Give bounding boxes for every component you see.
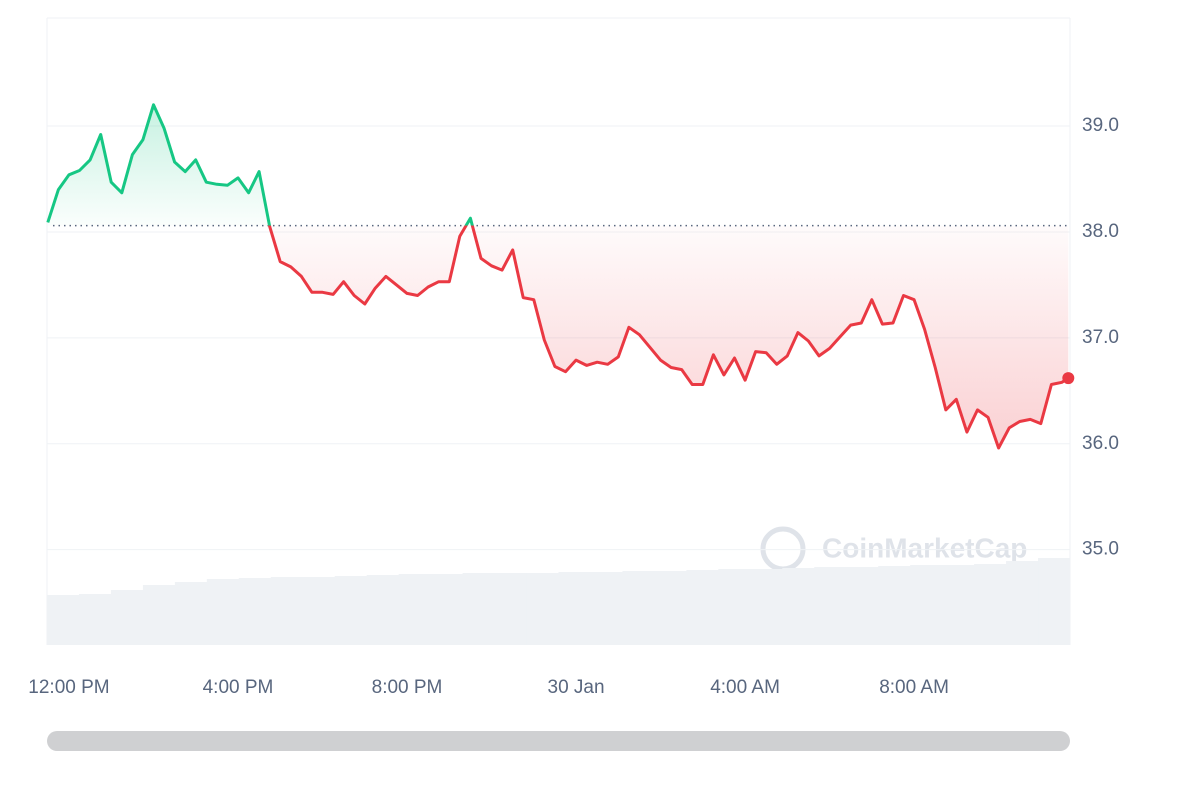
volume-bar [398, 574, 432, 645]
volume-bar [590, 572, 623, 645]
area-fill-up [47, 104, 473, 226]
volume-bar [750, 569, 783, 645]
y-tick-label: 39.0 [1082, 115, 1119, 136]
volume-bar [78, 594, 112, 645]
volume-bar [462, 573, 496, 645]
x-tick-label: 12:00 PM [28, 677, 109, 698]
watermark: CoinMarketCap [760, 526, 1027, 572]
scrollbar[interactable] [47, 731, 1070, 751]
volume-bar [526, 573, 559, 645]
volume-bar [974, 564, 1007, 645]
volume-bar [782, 568, 815, 645]
y-tick-label: 35.0 [1082, 539, 1119, 560]
volume-bar [47, 595, 80, 645]
volume-bar [814, 567, 847, 645]
x-tick-label: 30 Jan [548, 677, 605, 698]
x-tick-label: 8:00 AM [879, 677, 949, 698]
volume-bar [142, 585, 176, 645]
volume-bar [238, 578, 272, 645]
y-tick-label: 37.0 [1082, 327, 1119, 348]
volume-bar [654, 571, 687, 645]
volume-bar [302, 577, 336, 645]
volume-bar [1006, 561, 1039, 645]
volume-bar [270, 577, 304, 645]
y-tick-label: 36.0 [1082, 433, 1119, 454]
volume-bar [110, 590, 144, 645]
volume-bar [366, 575, 400, 645]
volume-bar [622, 571, 655, 645]
volume-bar [846, 567, 879, 645]
x-tick-label: 8:00 PM [372, 677, 443, 698]
volume-bar [718, 569, 751, 645]
price-line [46, 103, 1070, 450]
x-tick-label: 4:00 PM [203, 677, 274, 698]
volume-bar [878, 566, 911, 645]
volume-bar [430, 574, 464, 645]
volume-bar [494, 573, 528, 645]
volume-bar [334, 576, 368, 645]
volume-bar [686, 570, 719, 645]
volume-bar [910, 565, 943, 645]
volume-bar [206, 579, 240, 645]
area-fill-down [47, 225, 1069, 448]
y-tick-label: 38.0 [1082, 221, 1119, 242]
last-price-dot [1062, 372, 1075, 385]
watermark-text: CoinMarketCap [822, 532, 1027, 563]
watermark-logo [760, 526, 806, 572]
volume-bar [942, 565, 975, 645]
volume-bar [1038, 558, 1071, 645]
x-tick-label: 4:00 AM [710, 677, 780, 698]
volume-bar [174, 582, 208, 645]
volume-bar [558, 572, 591, 645]
